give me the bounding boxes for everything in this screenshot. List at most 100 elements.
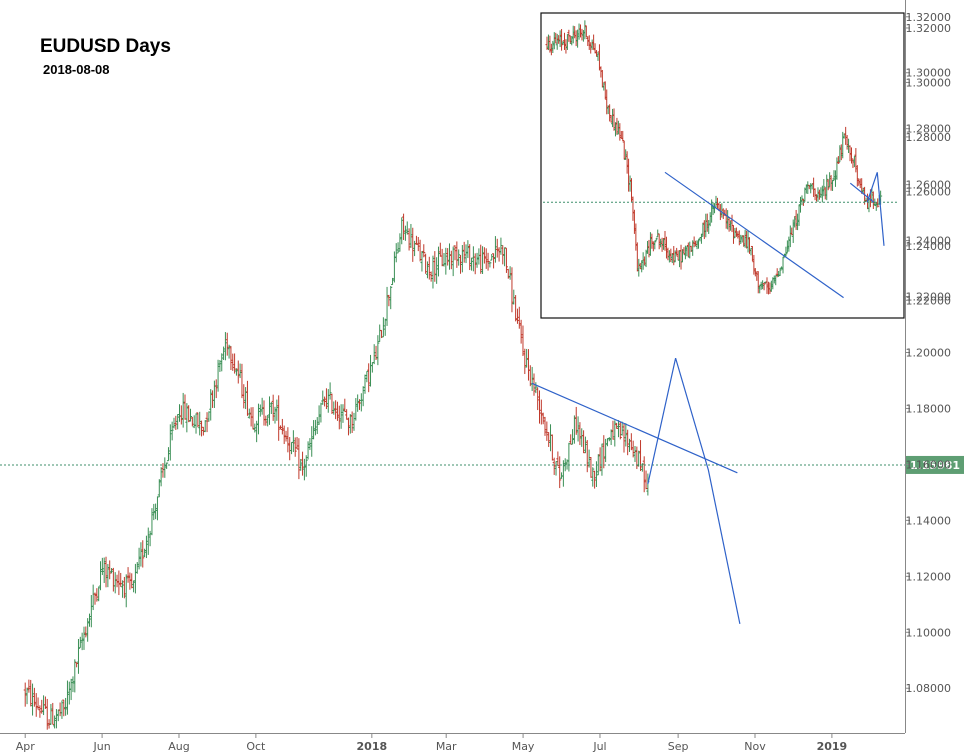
main-overlays: 1.15981: [0, 357, 964, 625]
candle: [282, 425, 286, 445]
candle: [244, 387, 248, 410]
inset-price-tick-label: 1.32000: [906, 22, 952, 35]
candle: [80, 632, 84, 651]
candle: [64, 697, 68, 716]
candle: [481, 246, 485, 275]
price-tick-label: 1.08000: [906, 682, 952, 695]
candle: [510, 267, 514, 313]
candle: [391, 277, 395, 286]
current-price-label: 1.15981: [910, 459, 960, 472]
candle: [462, 241, 466, 263]
candle: [515, 308, 519, 324]
candle: [36, 697, 40, 710]
main-candles: [23, 213, 650, 730]
candle: [350, 411, 354, 433]
candle: [389, 286, 393, 310]
candle: [585, 440, 589, 473]
candle: [541, 412, 545, 425]
price-tick-label: 1.14000: [906, 514, 952, 527]
candle: [293, 437, 297, 457]
candle: [238, 363, 242, 379]
candle: [222, 346, 226, 361]
candle: [618, 421, 622, 440]
candle: [341, 404, 345, 423]
candle: [95, 588, 99, 602]
candle: [286, 427, 290, 453]
candle: [335, 401, 339, 421]
candle: [172, 417, 176, 429]
candle: [547, 432, 551, 447]
candle: [403, 225, 407, 241]
candle: [284, 430, 288, 442]
candle: [185, 403, 189, 433]
candle: [492, 253, 496, 269]
candle: [558, 456, 562, 489]
time-tick-label: Oct: [246, 740, 266, 753]
candle: [427, 256, 431, 280]
candle: [236, 360, 240, 384]
candle: [444, 247, 448, 275]
candle: [137, 547, 141, 570]
candle: [343, 398, 347, 413]
candle: [453, 245, 457, 261]
candle: [201, 426, 205, 436]
candle: [446, 248, 450, 266]
candle: [245, 380, 249, 416]
time-tick-label: Sep: [668, 740, 689, 753]
candle: [356, 394, 360, 412]
candle: [301, 451, 305, 476]
candle: [414, 235, 418, 245]
candle: [280, 418, 284, 435]
candle: [528, 365, 532, 387]
candle: [826, 179, 830, 191]
price-tick-label: 1.10000: [906, 626, 952, 639]
candle: [181, 392, 185, 428]
candle: [218, 360, 222, 372]
price-tick-label: 1.16000: [906, 458, 952, 471]
candle: [192, 415, 196, 429]
candle: [143, 548, 147, 558]
candle: [621, 130, 625, 142]
inset-price-tick-label: 1.22000: [906, 294, 952, 307]
candle: [317, 405, 321, 425]
current-price-badge: [906, 455, 964, 474]
candle: [822, 179, 826, 197]
candle: [269, 402, 273, 415]
candle: [141, 540, 145, 568]
candle: [424, 253, 428, 274]
candle: [442, 252, 446, 267]
candle: [154, 503, 158, 520]
candle: [194, 413, 198, 434]
chart-title: EUDUSD Days: [40, 36, 171, 57]
candle: [216, 359, 220, 392]
candle: [654, 237, 658, 242]
candle: [392, 251, 396, 283]
candle: [582, 430, 586, 454]
time-tick-label: 2019: [817, 740, 848, 753]
candle: [110, 568, 114, 574]
candle: [38, 705, 42, 718]
candle: [330, 393, 334, 414]
candle: [203, 420, 207, 433]
candle: [32, 687, 36, 707]
candle: [93, 592, 97, 605]
candle: [58, 702, 62, 717]
candle: [526, 349, 530, 381]
candle: [91, 584, 95, 611]
price-tick-label: 1.20000: [906, 347, 952, 360]
candle: [315, 417, 319, 435]
candle: [166, 447, 170, 462]
candle: [231, 353, 235, 371]
candle: [488, 261, 492, 268]
candle: [464, 244, 468, 264]
candle: [556, 451, 560, 467]
candle: [67, 681, 71, 705]
candle: [436, 246, 440, 277]
candle: [124, 574, 128, 608]
candle: [497, 247, 501, 262]
candle: [277, 395, 281, 441]
inset-projection-path: [866, 172, 885, 246]
candle: [525, 348, 529, 368]
inset-chart: 1.32000 1.30000 1.28000 1.26000 1.24000 1.220…: [540, 12, 952, 319]
candle: [596, 454, 600, 476]
